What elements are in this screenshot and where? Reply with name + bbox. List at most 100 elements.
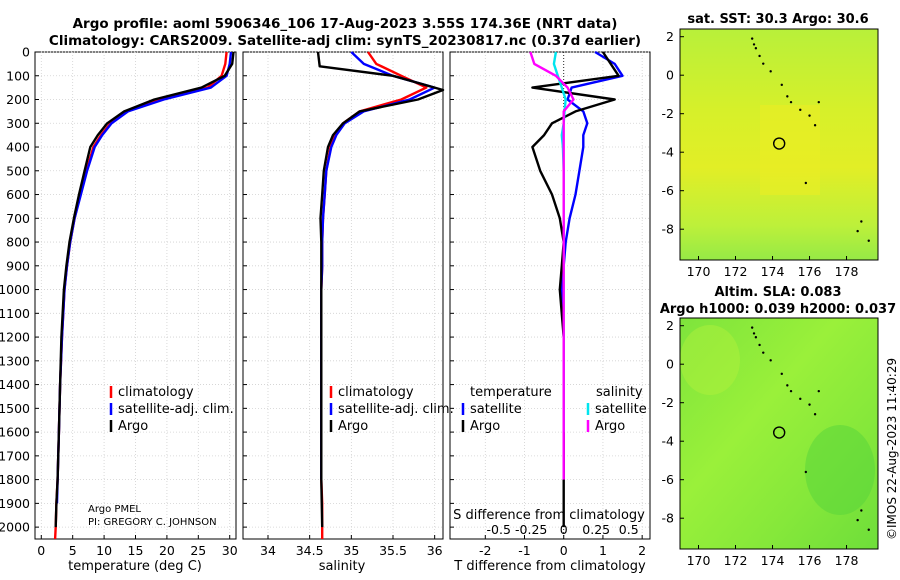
island-dot: [752, 332, 756, 335]
map-y-tick-label: -8: [662, 511, 675, 526]
series-line-climatology: [320, 51, 428, 539]
island-dot: [754, 336, 758, 339]
argo-position-marker: [772, 137, 786, 150]
sla-map-title-line1: Altim. SLA: 0.083: [715, 285, 842, 300]
depth-tick-label: 800: [6, 235, 30, 250]
map-y-tick-label: 2: [666, 29, 674, 44]
depth-tick-label: 700: [6, 211, 30, 226]
island-dot: [860, 220, 863, 223]
figure-title-line2: Climatology: CARS2009. Satellite-adj cli…: [49, 33, 641, 49]
island-dot: [808, 403, 811, 406]
map-x-tick-label: 172: [724, 553, 748, 568]
map-x-tick-label: 178: [835, 264, 859, 279]
x-tick-label: 35: [343, 543, 359, 558]
island-dot: [867, 239, 870, 242]
island-dot: [786, 384, 789, 387]
salinity-legend: climatology satellite-adj. clim. Argo: [329, 385, 454, 434]
s-tick-label: 0.25: [582, 522, 610, 537]
island-dot: [799, 108, 802, 112]
legend-climatology-label: climatology: [338, 385, 414, 400]
s-tick-label: -0.25: [515, 522, 547, 537]
series-line-s-argo: [529, 51, 575, 480]
profile-series: [53, 50, 624, 540]
sla-map-title-line2: Argo h1000: 0.039 h2000: 0.037: [660, 302, 896, 317]
map-y-tick-label: -4: [662, 145, 675, 160]
map-x-tick-label: 176: [798, 264, 822, 279]
island-dot: [750, 37, 754, 40]
legend-satellite-adj-label: satellite-adj. clim.: [338, 402, 454, 417]
map-x-tick-label: 174: [761, 553, 785, 568]
depth-tick-label: 2000: [0, 520, 30, 535]
t-difference-axis-label: T difference from climatology: [453, 559, 646, 574]
depth-tick-label: 1000: [0, 282, 30, 297]
figure-title-line1: Argo profile: aoml 5906346_106 17-Aug-20…: [73, 16, 618, 32]
depth-tick-label: 1700: [0, 448, 30, 463]
sst-map-title: sat. SST: 30.3 Argo: 30.6: [687, 12, 868, 27]
salinity-axis-label: salinity: [319, 559, 366, 574]
depth-tick-label: 1100: [0, 306, 30, 321]
depth-tick-label: 1600: [0, 425, 30, 440]
temperature-legend: climatology satellite-adj. clim. Argo: [109, 385, 234, 434]
x-tick-label: 20: [159, 543, 175, 558]
imos-watermark: ©IMOS 22-Aug-2023 11:40:29: [885, 358, 899, 540]
island-dot: [780, 83, 783, 87]
x-tick-label: 1: [599, 543, 607, 558]
depth-tick-label: 1400: [0, 377, 30, 392]
x-tick-label: 2: [638, 543, 646, 558]
argo-position-marker: [772, 426, 786, 439]
island-dot: [808, 114, 811, 117]
island-dot: [860, 509, 863, 512]
depth-tick-label: 300: [6, 116, 30, 131]
island-dot: [804, 470, 808, 474]
depth-tick-label: 1800: [0, 472, 30, 487]
x-tick-label: 0: [560, 543, 568, 558]
depth-tick-label: 1500: [0, 401, 30, 416]
island-dot: [789, 389, 793, 393]
island-dot: [817, 389, 820, 393]
map-y-tick-label: -2: [662, 106, 674, 121]
sst-map-warm-patch: [760, 105, 820, 195]
island-dot: [762, 351, 765, 354]
map-y-tick-label: -6: [662, 183, 675, 198]
map-x-tick-label: 176: [798, 553, 822, 568]
series-line-satellite-adj-clim-: [55, 51, 233, 504]
legend-salinity-title: salinity: [596, 385, 643, 400]
x-tick-label: 34: [260, 543, 276, 558]
map-overlays: 170 172 174 176 178 2 0 -2 -4 -6 -8 170 172 174 176 178…: [662, 29, 870, 568]
series-line-argo: [54, 51, 235, 528]
series-line-argo: [316, 51, 445, 528]
x-tick-label: 30: [222, 543, 238, 558]
legend-argo-label: Argo: [118, 419, 148, 434]
map-x-tick-label: 172: [724, 264, 748, 279]
island-dot: [758, 343, 761, 347]
island-dot: [856, 229, 859, 233]
x-tick-label: -1: [518, 543, 530, 558]
x-tick-label: 15: [128, 543, 144, 558]
x-tick-label: 10: [96, 543, 112, 558]
legend-temperature-title: temperature: [470, 385, 552, 400]
x-tick-label: 35.5: [379, 543, 407, 558]
s-tick-label: 0: [560, 522, 568, 537]
depth-tick-label: 600: [6, 187, 30, 202]
island-dot: [762, 62, 765, 65]
depth-tick-label: 100: [6, 68, 30, 83]
sla-map-dark-patch: [805, 425, 875, 515]
depth-tick-label: 200: [6, 92, 30, 107]
s-difference-axis-label: S difference from climatology: [453, 508, 645, 523]
map-y-tick-label: 2: [666, 318, 674, 333]
x-tick-label: 0: [37, 543, 45, 558]
s-tick-label: 0.5: [619, 522, 639, 537]
grid-lines: [35, 51, 650, 539]
series-line-t-argo: [531, 51, 620, 528]
depth-tick-label: 900: [6, 258, 30, 273]
island-dot: [786, 95, 789, 98]
legend-t-argo-label: Argo: [470, 419, 500, 434]
island-dot: [813, 413, 817, 416]
x-tick-label: 5: [69, 543, 77, 558]
depth-tick-label: 0: [22, 45, 30, 60]
island-dot: [750, 326, 754, 329]
sst-map-frame: [679, 28, 879, 261]
depth-tick-label: 400: [6, 140, 30, 155]
map-y-tick-label: -4: [662, 434, 675, 449]
